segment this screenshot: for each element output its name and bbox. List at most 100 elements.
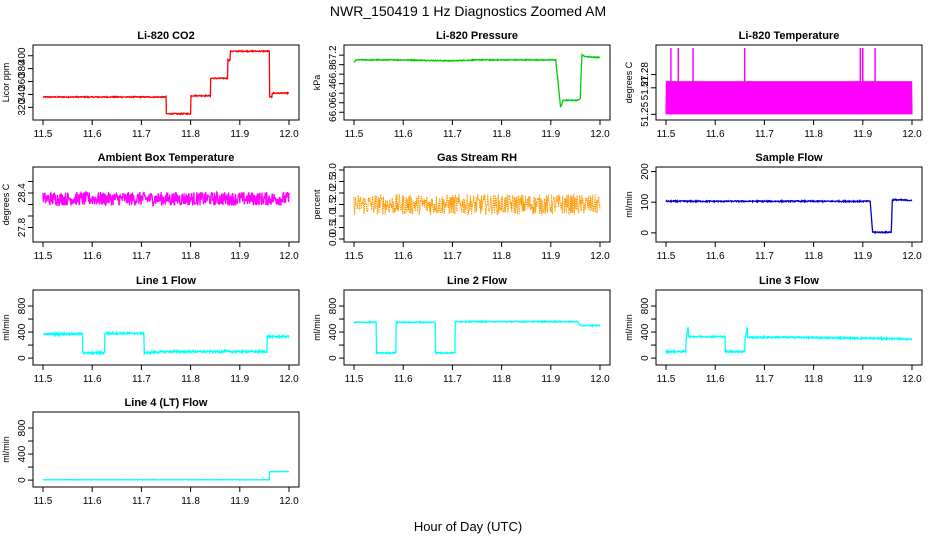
plot-frame — [32, 44, 300, 121]
y-tick-label: 0 — [328, 355, 339, 361]
x-tick-label: 11.7 — [755, 251, 774, 262]
y-tick-label: 0 — [640, 355, 651, 361]
y-tick-label: 51.25 — [640, 101, 651, 126]
y-tick-label: 28.4 — [17, 183, 28, 203]
plot-frame — [655, 166, 923, 243]
plot-frame — [32, 411, 300, 488]
series-line — [42, 49, 290, 116]
x-tick-label: 11.8 — [804, 374, 823, 385]
figure-title: NWR_150419 1 Hz Diagnostics Zoomed AM — [330, 3, 606, 19]
panel: Li-820 CO2 11.5 11.6 11.7 11.8 11.9 12.0 320340… — [1, 30, 300, 140]
y-tick-label: 0 — [640, 230, 651, 236]
x-tick-label: 11.9 — [541, 374, 560, 385]
y-axis-label: percent — [312, 189, 322, 220]
y-tick-label: 2.0 — [328, 186, 339, 200]
panel: Li-820 Pressure 11.5 11.6 11.7 11.8 11.9 12.0 6… — [312, 30, 611, 140]
y-tick-label: 340 — [17, 86, 28, 103]
y-tick-label: 0 — [17, 477, 28, 483]
panel-title: Line 4 (LT) Flow — [125, 397, 208, 409]
x-tick-label: 11.7 — [443, 251, 462, 262]
x-tick-label: 11.9 — [853, 251, 872, 262]
plot-frame — [343, 44, 611, 121]
y-axis-label: Licor ppm — [1, 63, 11, 103]
plot-frame — [655, 289, 923, 366]
x-tick-label: 11.8 — [492, 129, 511, 140]
y-tick-label: 400 — [17, 445, 28, 462]
y-tick-label: 400 — [17, 323, 28, 340]
x-tick-label: 11.6 — [83, 496, 102, 507]
y-axis-label: kPa — [312, 75, 322, 91]
x-tick-label: 11.7 — [755, 374, 774, 385]
y-tick-label: 800 — [17, 419, 28, 436]
x-tick-label: 11.5 — [345, 251, 364, 262]
panel: Li-820 Temperature 11.5 11.6 11.7 11.8 11.9 12… — [624, 30, 923, 140]
y-tick-label: 320 — [17, 99, 28, 116]
x-tick-label: 11.6 — [394, 374, 413, 385]
x-tick-label: 11.8 — [181, 374, 200, 385]
x-tick-label: 11.5 — [657, 374, 676, 385]
panel-title: Line 1 Flow — [136, 275, 196, 287]
panel: Gas Stream RH 11.5 11.6 11.7 11.8 11.9 12.0 0.0… — [312, 152, 611, 262]
x-tick-label: 12.0 — [590, 374, 610, 385]
x-tick-label: 11.5 — [34, 251, 53, 262]
x-tick-label: 11.5 — [34, 374, 53, 385]
x-tick-label: 11.9 — [230, 251, 249, 262]
y-tick-label: 0.5 — [328, 220, 339, 234]
x-tick-label: 11.5 — [345, 374, 364, 385]
y-tick-label: 1.5 — [328, 197, 339, 211]
x-tick-label: 12.0 — [590, 251, 610, 262]
series-line — [665, 81, 913, 115]
x-tick-label: 11.8 — [492, 374, 511, 385]
x-tick-label: 12.0 — [590, 129, 610, 140]
y-tick-label: 800 — [328, 297, 339, 314]
y-axis-label: ml/min — [624, 314, 634, 341]
panel-title: Li-820 CO2 — [137, 30, 194, 42]
x-tick-label: 11.7 — [443, 129, 462, 140]
panel-title: Li-820 Pressure — [436, 30, 518, 42]
x-tick-label: 11.8 — [492, 251, 511, 262]
x-tick-label: 11.9 — [230, 496, 249, 507]
x-tick-label: 11.6 — [706, 251, 725, 262]
x-tick-label: 11.5 — [657, 129, 676, 140]
x-tick-label: 11.8 — [804, 129, 823, 140]
panel: Line 1 Flow 11.5 11.6 11.7 11.8 11.9 12.0 0 400 8… — [1, 275, 300, 385]
panel-title: Line 3 Flow — [759, 275, 819, 287]
y-tick-label: 51.27 — [640, 75, 651, 100]
y-axis-label: degrees C — [1, 183, 11, 225]
series-line — [665, 197, 913, 235]
x-tick-label: 11.7 — [443, 374, 462, 385]
panels: Li-820 CO2 11.5 11.6 11.7 11.8 11.9 12.0 320340… — [1, 30, 923, 507]
series-line — [42, 330, 290, 357]
panel-title: Li-820 Temperature — [739, 30, 840, 42]
x-tick-label: 11.7 — [132, 251, 151, 262]
panel: Line 4 (LT) Flow 11.5 11.6 11.7 11.8 11.9 12.0… — [1, 397, 300, 507]
y-tick-label: 400 — [640, 323, 651, 340]
x-tick-label: 11.9 — [853, 374, 872, 385]
x-tick-label: 11.6 — [394, 251, 413, 262]
y-tick-label: 2.5 — [328, 174, 339, 188]
x-tick-label: 11.9 — [541, 129, 560, 140]
x-tick-label: 11.6 — [83, 129, 102, 140]
panel-title: Gas Stream RH — [437, 152, 517, 164]
x-tick-label: 12.0 — [902, 374, 922, 385]
series-line — [353, 52, 601, 108]
x-tick-label: 12.0 — [279, 251, 299, 262]
y-tick-label: 66.0 — [328, 102, 339, 122]
y-tick-label: 380 — [17, 60, 28, 77]
y-tick-label: 0 — [17, 355, 28, 361]
x-tick-label: 11.5 — [345, 129, 364, 140]
y-tick-label: 3.0 — [328, 163, 339, 177]
y-tick-label: 360 — [17, 73, 28, 90]
x-tick-label: 11.9 — [230, 374, 249, 385]
plot-frame — [32, 289, 300, 366]
y-tick-label: 400 — [328, 323, 339, 340]
y-tick-label: 100 — [640, 193, 651, 210]
y-axis-label: ml/min — [624, 191, 634, 218]
series-line — [665, 326, 913, 355]
x-tick-label: 11.9 — [541, 251, 560, 262]
series-line — [42, 470, 290, 481]
x-tick-label: 11.8 — [804, 251, 823, 262]
y-tick-label: 1.0 — [328, 209, 339, 223]
x-tick-label: 11.8 — [181, 496, 200, 507]
